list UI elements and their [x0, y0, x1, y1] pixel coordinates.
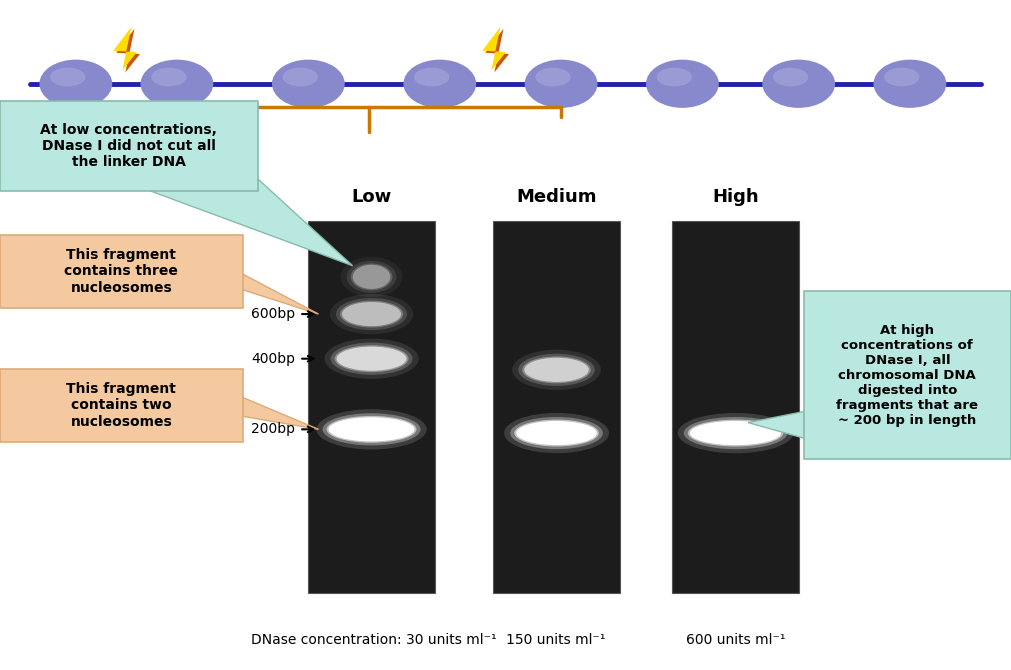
Ellipse shape: [772, 68, 809, 86]
Text: This fragment
contains three
nucleosomes: This fragment contains three nucleosomes: [65, 248, 178, 295]
Polygon shape: [113, 27, 136, 70]
FancyBboxPatch shape: [804, 291, 1011, 459]
Text: 150 units ml⁻¹: 150 units ml⁻¹: [507, 633, 606, 647]
Ellipse shape: [677, 413, 794, 453]
Ellipse shape: [340, 301, 403, 328]
FancyBboxPatch shape: [0, 369, 243, 442]
Ellipse shape: [141, 60, 213, 108]
Ellipse shape: [341, 257, 402, 297]
Ellipse shape: [152, 68, 186, 86]
FancyBboxPatch shape: [0, 234, 243, 308]
Ellipse shape: [683, 417, 788, 449]
Ellipse shape: [331, 342, 412, 375]
Ellipse shape: [347, 261, 396, 293]
FancyBboxPatch shape: [0, 100, 258, 191]
Ellipse shape: [525, 60, 598, 108]
Ellipse shape: [646, 60, 719, 108]
Ellipse shape: [415, 68, 449, 86]
Ellipse shape: [874, 60, 946, 108]
Text: 200bp: 200bp: [251, 422, 295, 436]
Ellipse shape: [39, 60, 112, 108]
Ellipse shape: [690, 421, 782, 445]
Polygon shape: [482, 27, 506, 70]
Ellipse shape: [513, 350, 601, 390]
Polygon shape: [116, 29, 140, 72]
Ellipse shape: [323, 413, 421, 446]
Ellipse shape: [687, 419, 784, 446]
Text: 600bp: 600bp: [251, 307, 295, 321]
Ellipse shape: [335, 345, 408, 372]
Ellipse shape: [330, 294, 413, 334]
Ellipse shape: [272, 60, 345, 108]
Text: This fragment
contains two
nucleosomes: This fragment contains two nucleosomes: [67, 382, 176, 429]
Ellipse shape: [316, 409, 427, 450]
Ellipse shape: [337, 346, 406, 371]
Text: At high
concentrations of
DNase I, all
chromosomal DNA
digested into
fragments t: At high concentrations of DNase I, all c…: [836, 324, 979, 427]
Ellipse shape: [351, 263, 392, 290]
FancyBboxPatch shape: [493, 221, 620, 593]
Ellipse shape: [504, 413, 609, 453]
Ellipse shape: [353, 265, 390, 289]
Polygon shape: [142, 174, 353, 266]
Polygon shape: [748, 411, 809, 440]
Text: At low concentrations,
DNase I did not cut all
the linker DNA: At low concentrations, DNase I did not c…: [40, 123, 217, 169]
Ellipse shape: [327, 416, 417, 443]
Ellipse shape: [515, 419, 599, 446]
Ellipse shape: [762, 60, 835, 108]
Ellipse shape: [342, 302, 401, 326]
Polygon shape: [238, 271, 318, 314]
Ellipse shape: [519, 354, 594, 386]
Ellipse shape: [656, 68, 692, 86]
Ellipse shape: [884, 68, 920, 86]
Text: DNase concentration: 30 units ml⁻¹: DNase concentration: 30 units ml⁻¹: [252, 633, 496, 647]
Text: 600 units ml⁻¹: 600 units ml⁻¹: [686, 633, 786, 647]
Ellipse shape: [517, 421, 596, 445]
Text: Medium: Medium: [517, 188, 596, 206]
Ellipse shape: [403, 60, 476, 108]
Ellipse shape: [329, 417, 415, 442]
Polygon shape: [485, 29, 509, 72]
Ellipse shape: [523, 356, 590, 383]
FancyBboxPatch shape: [308, 221, 435, 593]
Ellipse shape: [325, 338, 419, 379]
FancyBboxPatch shape: [672, 221, 799, 593]
Ellipse shape: [282, 68, 317, 86]
Ellipse shape: [50, 68, 86, 86]
Ellipse shape: [336, 298, 407, 330]
Ellipse shape: [511, 417, 603, 449]
Text: High: High: [712, 188, 759, 206]
Text: Low: Low: [352, 188, 391, 206]
Text: 400bp: 400bp: [251, 352, 295, 366]
Polygon shape: [238, 395, 318, 429]
Ellipse shape: [525, 358, 588, 382]
Ellipse shape: [536, 68, 570, 86]
